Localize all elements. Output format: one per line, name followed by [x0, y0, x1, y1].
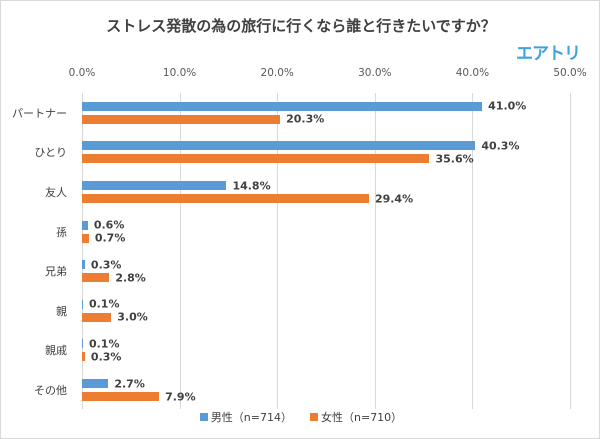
gridline	[277, 93, 279, 409]
legend-item-female: 女性（n=710）	[310, 409, 402, 425]
male-bar	[82, 141, 476, 151]
gridline	[472, 93, 474, 409]
x-tick-label: 30.0%	[358, 67, 392, 79]
category-label: 兄弟	[45, 265, 67, 279]
legend-swatch-female	[310, 413, 318, 421]
x-tick-label: 40.0%	[455, 67, 490, 79]
female-data-label: 0.3%	[90, 350, 122, 364]
gridline	[179, 93, 181, 409]
male-data-label: 2.7%	[114, 377, 145, 390]
male-data-label: 40.3%	[481, 139, 520, 153]
category-label: その他	[34, 384, 67, 397]
category-label: 友人	[45, 186, 67, 199]
male-data-label: 0.6%	[93, 218, 125, 232]
category-label: 親戚	[45, 344, 67, 358]
male-bar	[82, 299, 83, 309]
x-tick-label: 20.0%	[260, 67, 294, 79]
category-label: ひとり	[34, 146, 67, 160]
chart-title: ストレス発散の為の旅行に行くなら誰と行きたいですか？	[106, 17, 496, 35]
legend-item-male: 男性（n=714）	[199, 409, 292, 425]
x-tick-label: 50.0%	[553, 67, 587, 79]
gridline	[82, 93, 83, 409]
x-tick-label: 10.0%	[162, 67, 197, 79]
female-bar	[82, 114, 281, 124]
female-data-label: 35.6%	[435, 152, 474, 166]
legend-label-female: 女性（n=710）	[321, 411, 403, 424]
female-data-label: 2.8%	[115, 271, 146, 285]
male-data-label: 0.1%	[88, 297, 120, 311]
female-bar	[82, 312, 112, 322]
male-bar	[82, 339, 83, 349]
gridline	[570, 93, 571, 409]
category-label: 孫	[56, 225, 67, 239]
category-label: パートナー	[12, 106, 67, 120]
legend: 男性（n=714） 女性（n=710）	[1, 409, 599, 425]
female-data-label: 29.4%	[374, 192, 414, 205]
legend-swatch-male	[199, 413, 208, 421]
male-data-label: 0.1%	[88, 337, 120, 351]
female-bar	[82, 352, 85, 362]
legend-label-male: 男性（n=714）	[210, 411, 292, 424]
gridline	[374, 93, 376, 409]
female-bar	[82, 154, 430, 164]
male-bar	[82, 379, 109, 388]
female-bar	[82, 233, 89, 243]
male-data-label: 41.0%	[488, 99, 527, 113]
female-data-label: 20.3%	[286, 112, 325, 126]
female-bar	[82, 194, 369, 203]
male-data-label: 0.3%	[90, 258, 122, 272]
female-bar	[82, 273, 110, 283]
male-bar	[82, 181, 227, 190]
male-bar	[82, 101, 483, 111]
male-bar	[82, 260, 85, 270]
brand-logo: エアトリ	[516, 44, 581, 64]
female-bar	[82, 392, 160, 401]
category-label: 親	[56, 304, 67, 318]
x-tick-label: 0.0%	[68, 67, 96, 79]
female-data-label: 3.0%	[117, 310, 148, 324]
male-bar	[82, 220, 88, 230]
male-data-label: 14.8%	[232, 179, 271, 192]
female-data-label: 7.9%	[165, 390, 196, 403]
female-data-label: 0.7%	[94, 231, 126, 245]
